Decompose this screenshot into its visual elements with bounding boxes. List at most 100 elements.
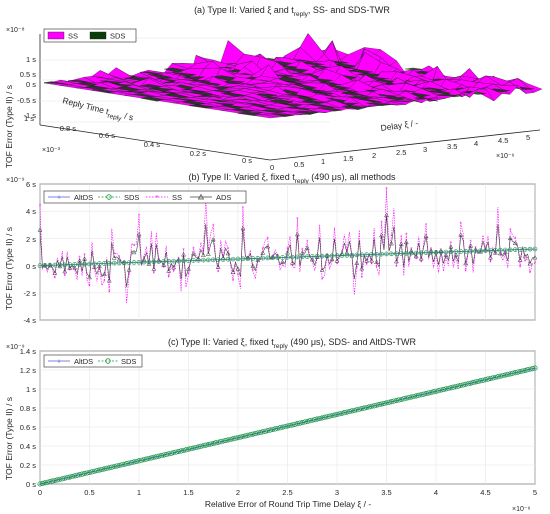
panel-c-x-label: Relative Error of Round Trip Time Delay … <box>205 499 371 509</box>
surface-sds-patch <box>43 81 69 85</box>
series-sds-point-c <box>129 460 135 466</box>
series-ss-point: * <box>212 224 215 230</box>
series-altds-point: + <box>182 259 186 265</box>
series-sds-point-c <box>314 416 320 422</box>
series-altds-point: + <box>152 260 156 266</box>
series-altds-point: + <box>489 249 493 255</box>
series-sds-point-c <box>136 458 142 464</box>
series-altds-point: + <box>83 262 87 268</box>
series-altds-point: + <box>117 261 121 267</box>
series-sds-point <box>384 251 389 257</box>
series-ss-point: * <box>93 267 96 273</box>
series-altds-point: + <box>479 249 483 255</box>
series-altds-point: + <box>459 250 463 256</box>
panel-c-x-tick: 3 <box>335 488 339 497</box>
surface-sds-patch <box>269 99 294 105</box>
series-ads-point <box>52 270 58 275</box>
series-sds-point-c <box>148 455 154 461</box>
series-ss-point: * <box>296 217 299 223</box>
surface-sds-patch <box>341 91 366 96</box>
series-sds-point-c <box>52 477 58 484</box>
series-altds-point: + <box>142 260 146 266</box>
surface-sds-patch <box>333 88 358 92</box>
surface-sds-patch <box>284 68 309 73</box>
series-ads-point <box>245 255 251 260</box>
series-sds-point-c <box>82 471 88 477</box>
series-sds-point <box>181 258 186 264</box>
series-ads-point <box>121 259 127 265</box>
series-ss-point: * <box>405 233 408 239</box>
series-sds-point <box>290 254 295 260</box>
series-ss-point: * <box>469 240 472 246</box>
surface-sds-patch <box>300 61 325 66</box>
series-sds-point <box>87 261 92 267</box>
series-ads-point <box>492 250 498 255</box>
series-ads-point <box>136 231 142 237</box>
series-sds-point-c <box>86 469 93 475</box>
series-ss-point: * <box>489 260 492 266</box>
series-ads-point <box>334 258 340 263</box>
series-sds-point-c <box>284 423 291 429</box>
series-sds-point <box>483 248 488 253</box>
series-sds-point <box>354 252 360 258</box>
series-ss-point: * <box>440 249 443 255</box>
series-altds-point: + <box>291 255 295 261</box>
series-altds-point-c: + <box>286 424 290 430</box>
series-sds-point-c <box>79 471 85 477</box>
panel-b-y-tick: 0 s <box>26 262 36 271</box>
series-ss-point: * <box>390 235 393 241</box>
series-sds-point-c <box>435 388 442 394</box>
series-altds-point-c: + <box>276 427 280 433</box>
series-sds-point-c <box>133 458 140 464</box>
legend-label-sds-c: SDS <box>121 357 136 366</box>
panel-a-z-label: TOF Error (Type II) / s <box>4 85 14 168</box>
series-sds-point-c <box>183 447 189 453</box>
series-ss-point: * <box>291 265 294 271</box>
panel-c-legend: + AltDS SDS <box>43 354 143 368</box>
series-ss-point: * <box>356 267 359 273</box>
series-sds-point-c <box>289 422 296 428</box>
series-sds-point-c <box>220 438 226 444</box>
series-ads-point <box>230 269 236 274</box>
series-ads-point <box>191 251 196 256</box>
series-sds-point-c <box>124 461 130 467</box>
legend-marker-altds-c: + <box>57 359 61 366</box>
panel-a-y-tick: 5 <box>526 133 530 142</box>
series-altds-point-c: + <box>494 376 498 382</box>
series-sds-point <box>255 255 261 261</box>
series-ss-point: * <box>346 249 349 255</box>
series-sds-point-c <box>411 393 417 400</box>
panel-c-x-tick: 4.5 <box>480 488 490 497</box>
series-altds-point: + <box>236 257 240 263</box>
series-ss-point: * <box>336 262 339 268</box>
panel-b-title: (b) Type II: Varied ξ, fixed treply (490… <box>188 172 396 185</box>
panel-b-y-ticks: 6 s 4 s 2 s 0 s -2 s -4 s <box>23 180 36 325</box>
series-ads-point <box>413 253 419 259</box>
series-altds-point: + <box>73 263 77 269</box>
series-sds-point <box>67 262 72 267</box>
series-ss-point: * <box>375 265 378 271</box>
series-altds-point: + <box>405 252 409 258</box>
series-altds-point: + <box>211 258 215 264</box>
legend-marker-ss: * <box>156 195 159 202</box>
series-sds-point-c <box>257 429 263 435</box>
series-altds-point: + <box>380 252 384 258</box>
series-sds-point-c <box>109 464 115 470</box>
series-ss-point: * <box>519 265 522 271</box>
series-ss-point: * <box>44 263 47 269</box>
series-altds-point-c: + <box>508 372 512 378</box>
series-sds-point-c <box>512 370 518 376</box>
series-sds-point-c <box>84 470 90 476</box>
panel-a-x-tick: 0.2 s <box>190 149 207 158</box>
panel-b-y-tick: 2 s <box>26 235 36 244</box>
panel-a-title: (a) Type II: Varied ξ and treply, SS- an… <box>194 5 390 18</box>
series-ads-point <box>488 255 493 260</box>
series-altds-point-c: + <box>256 431 260 437</box>
series-sds-point-c <box>39 480 46 486</box>
series-ads-point <box>156 258 162 263</box>
series-altds-point: + <box>63 263 67 269</box>
series-altds-point-c: + <box>142 458 146 464</box>
series-sds-point-c <box>228 436 234 442</box>
series-sds-point <box>116 260 122 266</box>
